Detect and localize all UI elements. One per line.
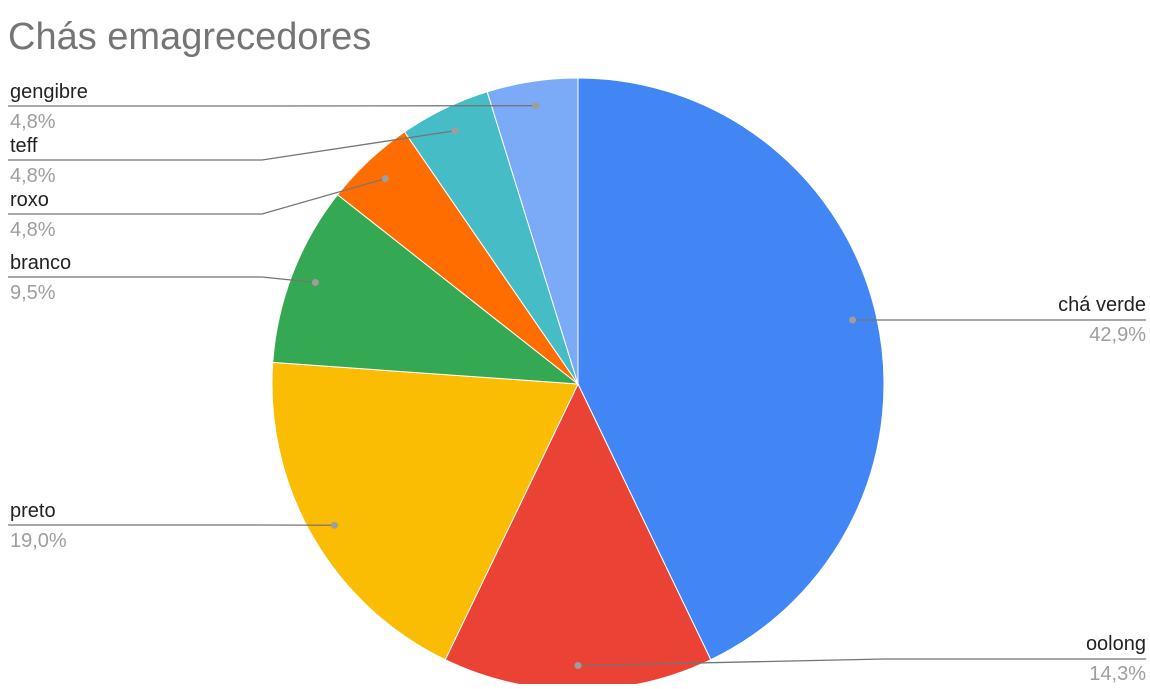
- leader-dot-cha-verde: [849, 317, 856, 324]
- leader-dot-oolong: [575, 662, 582, 669]
- slice-label-roxo: roxo: [10, 189, 49, 211]
- slice-percent-oolong: 14,3%: [1089, 663, 1146, 684]
- leader-dot-branco: [312, 279, 319, 286]
- slice-label-oolong: oolong: [1086, 633, 1146, 655]
- chart-title: Chás emagrecedores: [8, 16, 371, 58]
- slice-label-preto: preto: [10, 500, 56, 522]
- slice-percent-teff: 4,8%: [10, 165, 56, 187]
- slice-label-teff: teff: [10, 135, 38, 157]
- slice-percent-gengibre: 4,8%: [10, 111, 56, 133]
- slice-percent-cha-verde: 42,9%: [1089, 324, 1146, 346]
- slice-percent-roxo: 4,8%: [10, 219, 56, 241]
- leader-dot-roxo: [382, 175, 389, 182]
- leader-dot-gengibre: [532, 102, 539, 109]
- slice-label-cha-verde: chá verde: [1058, 294, 1146, 316]
- slice-percent-preto: 19,0%: [10, 530, 67, 552]
- pie-slices: [272, 78, 884, 684]
- leader-dot-preto: [331, 522, 338, 529]
- slice-label-gengibre: gengibre: [10, 81, 88, 103]
- slice-percent-branco: 9,5%: [10, 282, 56, 304]
- leader-dot-teff: [452, 127, 459, 134]
- slice-label-branco: branco: [10, 252, 71, 274]
